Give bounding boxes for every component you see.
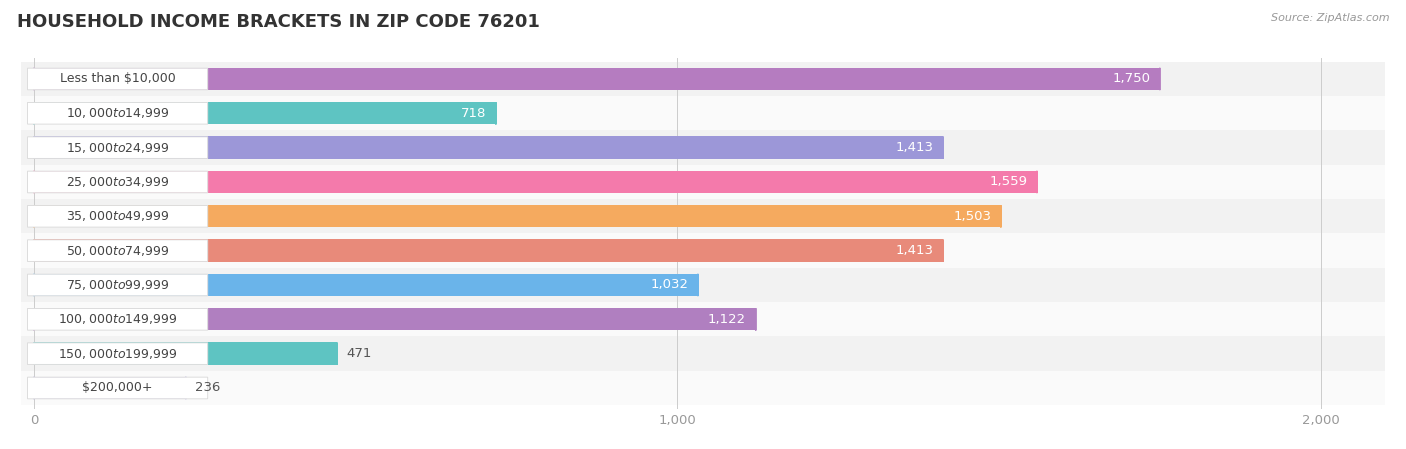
Bar — [34, 274, 697, 296]
Bar — [0, 268, 1406, 302]
Text: $15,000 to $24,999: $15,000 to $24,999 — [66, 141, 169, 154]
Text: 471: 471 — [347, 347, 373, 360]
Text: $50,000 to $74,999: $50,000 to $74,999 — [66, 244, 169, 258]
Text: 718: 718 — [461, 107, 486, 120]
Text: 1,032: 1,032 — [650, 278, 688, 291]
FancyBboxPatch shape — [28, 274, 208, 296]
Text: Less than $10,000: Less than $10,000 — [59, 72, 176, 85]
FancyBboxPatch shape — [28, 343, 208, 365]
Bar — [0, 62, 1406, 96]
Bar — [34, 102, 496, 124]
Bar — [34, 136, 943, 159]
Bar — [34, 171, 1036, 193]
Text: $25,000 to $34,999: $25,000 to $34,999 — [66, 175, 169, 189]
Text: $10,000 to $14,999: $10,000 to $14,999 — [66, 106, 169, 120]
Text: $75,000 to $99,999: $75,000 to $99,999 — [66, 278, 169, 292]
Text: $150,000 to $199,999: $150,000 to $199,999 — [58, 347, 177, 361]
FancyBboxPatch shape — [28, 206, 208, 227]
Text: $35,000 to $49,999: $35,000 to $49,999 — [66, 209, 169, 223]
Text: HOUSEHOLD INCOME BRACKETS IN ZIP CODE 76201: HOUSEHOLD INCOME BRACKETS IN ZIP CODE 76… — [17, 13, 540, 31]
Bar — [0, 131, 1406, 165]
Bar — [0, 371, 1406, 405]
Bar — [0, 165, 1406, 199]
Bar — [34, 68, 1160, 90]
Text: 236: 236 — [195, 382, 221, 395]
Text: 1,122: 1,122 — [709, 313, 747, 326]
Bar — [0, 336, 1406, 371]
Text: $200,000+: $200,000+ — [83, 382, 153, 395]
Bar — [34, 205, 1001, 228]
Text: 1,413: 1,413 — [896, 141, 934, 154]
Text: 1,413: 1,413 — [896, 244, 934, 257]
FancyBboxPatch shape — [28, 171, 208, 193]
FancyBboxPatch shape — [28, 240, 208, 261]
Bar — [0, 233, 1406, 268]
Text: 1,559: 1,559 — [990, 176, 1028, 189]
Bar — [34, 377, 186, 399]
FancyBboxPatch shape — [28, 308, 208, 330]
FancyBboxPatch shape — [28, 137, 208, 158]
Bar — [34, 239, 943, 262]
FancyBboxPatch shape — [28, 68, 208, 90]
Bar — [0, 199, 1406, 233]
Bar — [0, 302, 1406, 336]
Text: Source: ZipAtlas.com: Source: ZipAtlas.com — [1271, 13, 1389, 23]
Text: 1,503: 1,503 — [953, 210, 991, 223]
FancyBboxPatch shape — [28, 377, 208, 399]
Text: 1,750: 1,750 — [1112, 72, 1150, 85]
FancyBboxPatch shape — [28, 102, 208, 124]
Bar — [34, 343, 337, 365]
Bar — [34, 308, 756, 330]
Text: $100,000 to $149,999: $100,000 to $149,999 — [58, 313, 177, 326]
Bar — [0, 96, 1406, 131]
